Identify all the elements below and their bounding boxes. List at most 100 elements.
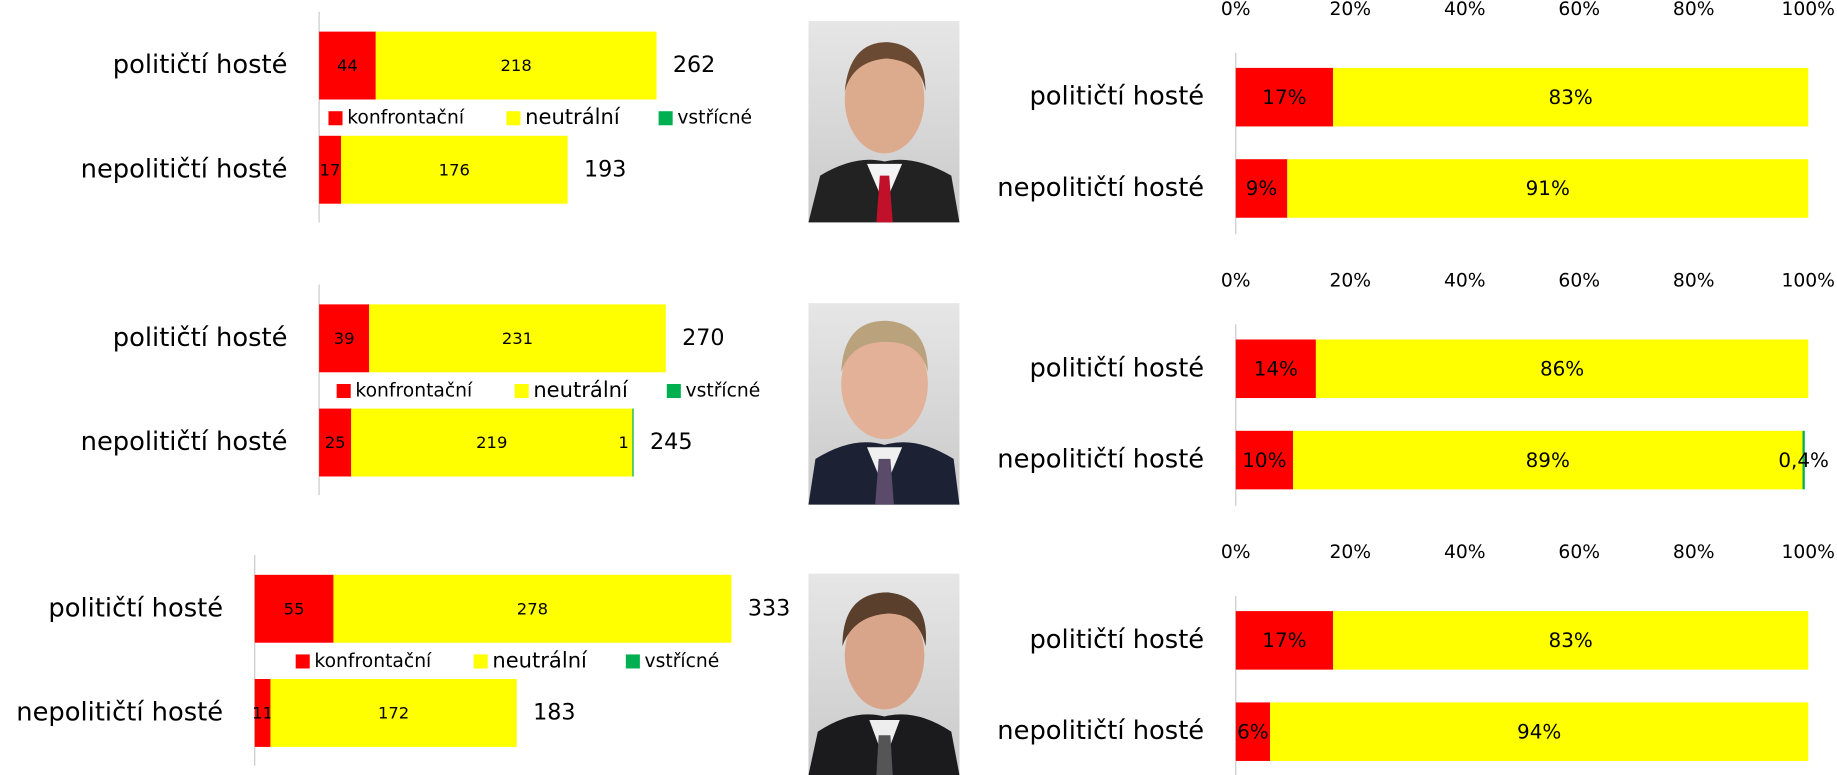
value-label: 83%: [1549, 86, 1593, 109]
bar-segment: [1235, 339, 1316, 399]
legend-marker: [506, 111, 521, 126]
bar-segment: [1235, 702, 1271, 761]
bar-segment: [1270, 702, 1809, 761]
value-label: 86%: [1540, 357, 1584, 380]
value-label: 83%: [1549, 629, 1593, 652]
bar-segment: [270, 679, 517, 747]
bar-segment: [1235, 430, 1294, 490]
value-label: 219: [476, 433, 507, 452]
total-label: 333: [748, 595, 790, 621]
value-label: 172: [378, 704, 409, 723]
category-label: političtí hosté: [113, 323, 288, 353]
bar-segment: [1235, 159, 1288, 218]
x-tick-label: 100%: [1781, 542, 1835, 563]
category-label: nepolitičtí hosté: [997, 173, 1204, 203]
value-label: 9%: [1246, 177, 1278, 200]
bar-segment: [1293, 430, 1803, 490]
value-label: 11: [252, 704, 273, 723]
bar-segment: [319, 304, 370, 373]
x-tick-label: 20%: [1329, 270, 1371, 291]
legend-marker: [328, 111, 343, 126]
value-label: 17%: [1262, 86, 1306, 109]
legend-marker: [473, 654, 488, 669]
x-tick-label: 0%: [1221, 542, 1251, 563]
value-label: 14%: [1254, 357, 1298, 380]
legend-label: neutrální: [533, 377, 629, 402]
legend-label: neutrální: [492, 647, 588, 672]
bar-segment: [340, 135, 568, 204]
legend-label: vstřícné: [645, 651, 720, 672]
category-label: političtí hosté: [113, 50, 288, 80]
legend-label: konfrontační: [347, 108, 465, 129]
value-label: 17%: [1262, 629, 1306, 652]
legend-marker: [514, 383, 529, 399]
value-label: 89%: [1526, 449, 1570, 472]
x-tick-label: 0%: [1221, 0, 1251, 20]
x-tick-label: 40%: [1444, 542, 1486, 563]
bar-segment: [1287, 159, 1809, 218]
value-label: 1: [618, 433, 628, 452]
value-label: 176: [439, 160, 470, 179]
photo: [808, 303, 960, 505]
legend-label: konfrontační: [355, 381, 473, 402]
x-tick-label: 60%: [1558, 270, 1600, 291]
bar-segment: [319, 135, 341, 204]
value-label: 94%: [1517, 720, 1561, 743]
category-label: nepolitičtí hosté: [997, 716, 1204, 746]
value-label: 91%: [1526, 177, 1570, 200]
value-label: 6%: [1237, 720, 1269, 743]
x-tick-label: 80%: [1673, 542, 1715, 563]
bar-segment: [369, 304, 666, 373]
legend-label: neutrální: [525, 104, 621, 129]
bar-segment: [254, 679, 271, 747]
bar-segment: [351, 408, 633, 477]
legend-label: konfrontační: [314, 651, 432, 672]
value-label: 44: [337, 56, 358, 75]
x-tick-label: 100%: [1781, 270, 1835, 291]
x-tick-label: 40%: [1444, 0, 1486, 20]
value-label: 231: [502, 329, 533, 348]
x-tick-label: 0%: [1221, 270, 1251, 291]
category-label: političtí hosté: [1029, 353, 1204, 383]
category-label: nepolitičtí hosté: [16, 697, 223, 727]
x-tick-label: 80%: [1673, 270, 1715, 291]
photo: [808, 573, 960, 775]
total-label: 270: [682, 325, 724, 351]
category-label: nepolitičtí hosté: [997, 445, 1204, 475]
x-tick-label: 20%: [1329, 542, 1371, 563]
bar-segment: [1333, 611, 1809, 670]
category-label: političtí hosté: [48, 593, 223, 623]
value-label: 39: [334, 329, 355, 348]
value-label: 17: [320, 160, 341, 179]
value-label: 10%: [1242, 449, 1286, 472]
legend-marker: [625, 654, 640, 669]
bar-segment: [319, 31, 376, 100]
bar-segment: [1235, 611, 1334, 670]
x-tick-label: 80%: [1673, 0, 1715, 20]
value-label: 218: [500, 56, 531, 75]
bar-segment: [1333, 67, 1809, 127]
x-tick-label: 20%: [1329, 0, 1371, 20]
total-label: 245: [650, 429, 692, 455]
legend-marker: [666, 383, 681, 399]
value-label: 55: [284, 599, 305, 618]
category-label: nepolitičtí hosté: [81, 154, 288, 184]
total-label: 193: [584, 156, 626, 182]
category-label: nepolitičtí hosté: [81, 427, 288, 457]
bar-segment: [319, 408, 352, 477]
legend-label: vstřícné: [686, 381, 761, 402]
bar-segment: [1235, 67, 1334, 127]
bar-segment: [1315, 339, 1809, 399]
value-label: 278: [517, 599, 548, 618]
bar-segment: [254, 574, 334, 643]
legend-marker: [336, 383, 351, 399]
value-label: 0,4%: [1778, 449, 1829, 472]
bar-segment: [333, 574, 732, 643]
x-tick-label: 60%: [1558, 542, 1600, 563]
total-label: 183: [533, 699, 575, 725]
category-label: političtí hosté: [1029, 625, 1204, 655]
x-tick-label: 100%: [1781, 0, 1835, 20]
legend-marker: [295, 654, 310, 669]
